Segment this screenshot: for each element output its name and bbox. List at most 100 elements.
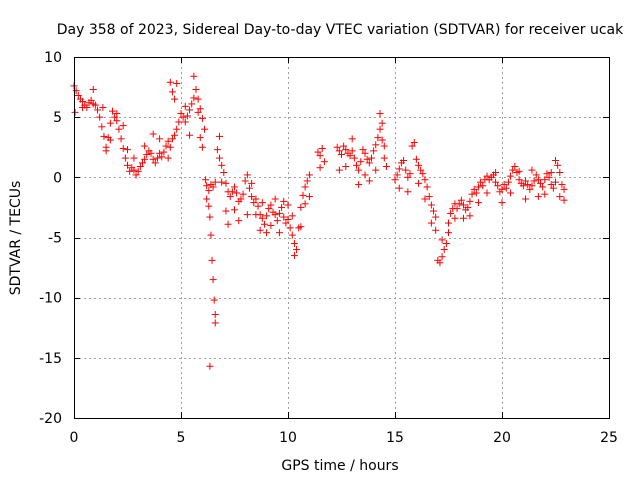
data-point — [186, 131, 194, 139]
data-point — [181, 102, 189, 110]
data-point — [160, 148, 168, 156]
data-point — [415, 179, 423, 187]
x-tick-label: 10 — [279, 430, 297, 446]
data-point — [196, 105, 204, 113]
x-tick-label: 20 — [493, 430, 511, 446]
data-point — [278, 203, 286, 211]
data-point — [141, 155, 149, 163]
data-point — [290, 240, 298, 248]
data-point — [162, 142, 170, 150]
data-point — [231, 183, 238, 191]
data-point — [290, 252, 298, 260]
data-point — [209, 276, 217, 284]
data-point — [552, 156, 559, 164]
data-point — [425, 193, 433, 201]
data-point — [141, 142, 149, 150]
data-point — [243, 171, 251, 179]
data-point — [132, 171, 140, 179]
data-point — [361, 149, 369, 157]
data-point — [350, 154, 358, 162]
data-point — [432, 213, 440, 221]
data-point — [526, 185, 534, 193]
data-point — [263, 229, 271, 237]
data-point — [528, 166, 536, 174]
data-point — [382, 163, 390, 171]
data-point — [286, 224, 294, 232]
data-point — [552, 178, 559, 186]
data-point — [149, 155, 157, 163]
y-tick-label: 10 — [44, 50, 62, 66]
data-point — [124, 161, 131, 169]
data-point — [228, 188, 236, 196]
data-point — [412, 155, 420, 163]
data-point — [530, 177, 538, 185]
data-point — [164, 137, 172, 145]
data-point — [106, 136, 114, 144]
data-point — [297, 203, 305, 211]
data-point — [539, 183, 547, 191]
data-point — [494, 182, 502, 190]
data-point — [156, 149, 164, 157]
data-point — [378, 119, 386, 127]
data-point — [342, 163, 350, 171]
data-point — [372, 166, 380, 174]
data-point — [468, 190, 476, 198]
data-point — [509, 166, 517, 174]
data-point — [532, 171, 540, 179]
data-point — [556, 193, 564, 201]
data-point — [282, 219, 290, 227]
data-point — [124, 146, 131, 154]
data-point — [216, 154, 224, 162]
data-point — [466, 212, 474, 220]
data-point — [111, 113, 119, 121]
data-point — [173, 79, 181, 87]
data-point — [556, 169, 564, 177]
data-point — [299, 191, 307, 199]
data-point — [211, 311, 219, 319]
data-point — [320, 158, 328, 166]
data-point — [348, 135, 356, 143]
data-point — [483, 189, 491, 197]
data-point — [190, 72, 198, 80]
data-point — [248, 179, 256, 187]
data-point — [346, 152, 354, 160]
data-point — [370, 147, 378, 155]
data-point — [380, 154, 388, 162]
data-point — [438, 236, 446, 244]
data-point — [98, 123, 106, 131]
data-point — [357, 158, 365, 166]
data-point — [252, 211, 260, 219]
data-point — [196, 134, 204, 142]
data-point — [275, 209, 283, 217]
data-point — [171, 131, 179, 139]
data-point — [248, 193, 256, 201]
data-point — [218, 161, 226, 169]
data-point — [280, 197, 288, 205]
data-point — [470, 185, 478, 193]
data-point — [393, 171, 401, 179]
data-point — [71, 108, 79, 116]
data-point — [534, 193, 542, 201]
data-point — [395, 184, 403, 192]
data-point — [537, 179, 545, 187]
data-point — [134, 167, 142, 175]
x-axis-label: GPS time / hours — [281, 458, 398, 474]
data-point — [143, 150, 151, 158]
data-point — [363, 155, 371, 163]
data-point — [453, 205, 461, 213]
data-point — [404, 173, 412, 181]
data-point — [231, 206, 238, 214]
data-point — [173, 125, 181, 133]
data-point — [89, 85, 97, 93]
data-point — [156, 135, 164, 143]
data-point — [333, 143, 341, 151]
data-point — [404, 188, 412, 196]
data-point — [558, 181, 566, 189]
data-point — [205, 187, 213, 195]
data-point — [297, 223, 305, 231]
axis-ticks — [74, 57, 610, 419]
data-point — [507, 172, 515, 180]
data-point — [314, 148, 322, 156]
data-point — [192, 85, 200, 93]
data-point — [205, 202, 213, 210]
